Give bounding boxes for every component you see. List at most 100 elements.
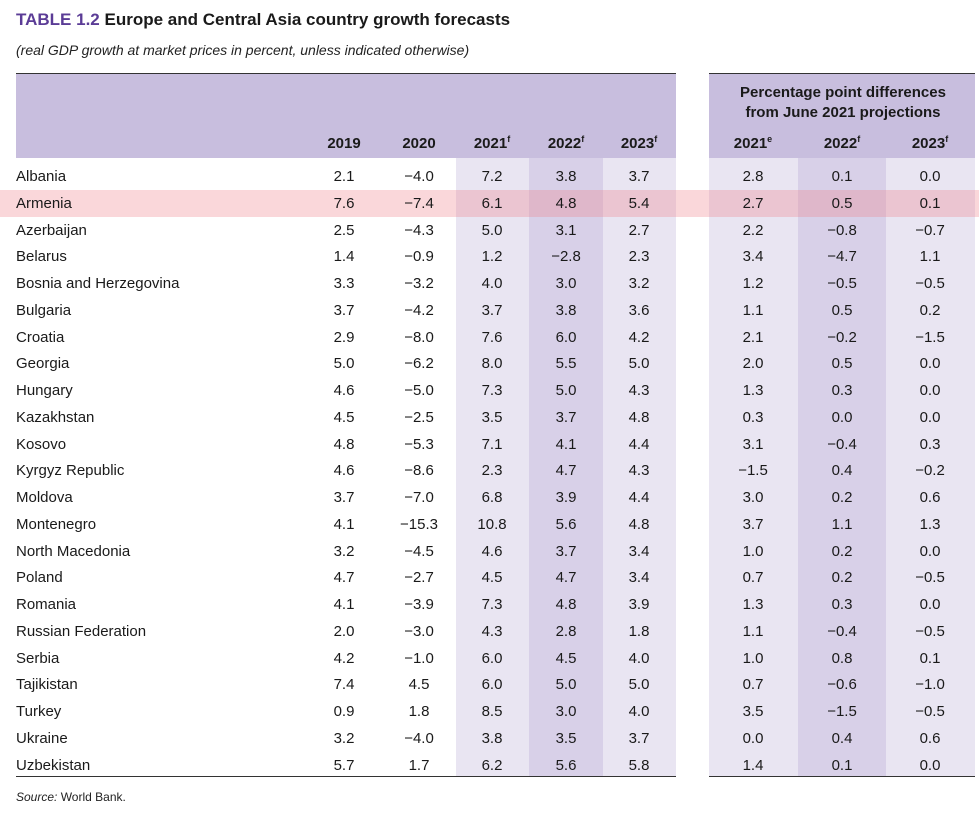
column-header-superscript: f: [507, 134, 511, 144]
header-band-left: [16, 74, 676, 158]
table-cell: 2.0: [742, 355, 764, 373]
column-header-year: 2021: [733, 135, 768, 152]
table-row: Serbia 4.2 −1.0 6.0 4.5 4.0 1.0 0.8 0.1: [0, 644, 979, 671]
column-header: 2022f: [534, 134, 598, 152]
table-row: Albania 2.1 −4.0 7.2 3.8 3.7 2.8 0.1 0.0: [0, 162, 979, 189]
table-cell: −4.2: [404, 301, 434, 319]
table-cell: −4.0: [404, 729, 434, 747]
table-cell: −4.5: [404, 542, 434, 560]
table-cell: −3.9: [404, 596, 434, 613]
table-cell: 3.5: [742, 703, 764, 720]
table-row: Kosovo 4.8 −5.3 7.1 4.1 4.4 3.1 −0.4 0.3: [0, 430, 979, 457]
table-row: Georgia 5.0 −6.2 8.0 5.5 5.0 2.0 0.5 0.0: [0, 349, 979, 376]
table-cell: 4.8: [555, 596, 577, 613]
table-row: Croatia 2.9 −8.0 7.6 6.0 4.2 2.1 −0.2 −1.5: [0, 323, 979, 350]
table-cell: 1.8: [628, 622, 650, 640]
table-cell: 4.4: [628, 435, 650, 453]
column-header-year: 2022: [823, 135, 858, 152]
table-cell: 4.2: [333, 649, 355, 667]
table-cell: 1.4: [333, 248, 355, 266]
column-header-year: 2020: [402, 135, 436, 152]
table-cell: 4.6: [481, 542, 503, 560]
table-cell: −7.4: [404, 194, 434, 212]
table-cell: 3.0: [555, 275, 577, 292]
diff-header-line1: Percentage point differences: [740, 84, 946, 101]
country-name: Bosnia and Herzegovina: [16, 275, 180, 292]
table-cell: −0.9: [404, 248, 434, 266]
table-title-text: Europe and Central Asia country growth f…: [104, 10, 511, 29]
table-cell: 3.2: [628, 275, 650, 292]
table-cell: 0.5: [831, 355, 853, 373]
country-name: Croatia: [16, 328, 65, 346]
table-cell: 3.7: [333, 301, 355, 319]
table-cell: 2.1: [333, 168, 355, 185]
table-cell: 4.0: [481, 275, 503, 292]
table-cell: 3.7: [555, 408, 577, 426]
table-cell: 3.2: [333, 729, 355, 747]
column-header: 2019: [312, 134, 376, 152]
header-band-right: [709, 74, 975, 158]
source-label: Source:: [16, 790, 58, 804]
table-cell: −0.5: [915, 569, 945, 587]
bottom-rule-right: [709, 776, 975, 777]
table-cell: −4.3: [404, 221, 434, 239]
country-name: Moldova: [16, 489, 73, 506]
table-cell: 4.0: [628, 649, 650, 667]
country-name: Bulgaria: [16, 301, 72, 319]
table-cell: 2.3: [628, 248, 650, 266]
table-cell: 3.3: [333, 275, 355, 292]
column-header: 2022f: [810, 134, 874, 152]
table-cell: 0.7: [742, 569, 764, 587]
table-cell: 5.8: [628, 756, 650, 774]
table-cell: 3.4: [628, 569, 650, 587]
table-cell: 3.7: [333, 489, 355, 506]
table-cell: 7.4: [333, 676, 355, 694]
table-cell: −5.0: [404, 382, 434, 399]
table-cell: 6.0: [481, 649, 503, 667]
table-cell: 4.3: [481, 622, 503, 640]
table-cell: 5.4: [628, 194, 650, 212]
table-cell: −0.2: [827, 328, 857, 346]
country-name: Romania: [16, 596, 77, 613]
table-cell: 5.0: [481, 221, 503, 239]
table-cell: 0.6: [919, 489, 941, 506]
table-label: TABLE 1.2: [16, 10, 100, 29]
table-cell: 7.2: [481, 168, 503, 185]
country-name: Serbia: [16, 649, 60, 667]
forecast-2023-column: [603, 158, 676, 776]
table-subtitle: (real GDP growth at market prices in per…: [16, 42, 470, 58]
table-row: Hungary 4.6 −5.0 7.3 5.0 4.3 1.3 0.3 0.0: [0, 376, 979, 403]
table-cell: −2.8: [551, 248, 581, 266]
table-cell: 6.0: [555, 328, 577, 346]
table-row: Turkey 0.9 1.8 8.5 3.0 4.0 3.5 −1.5 −0.5: [0, 697, 979, 724]
table-cell: 1.0: [742, 649, 764, 667]
table-row: Ukraine 3.2 −4.0 3.8 3.5 3.7 0.0 0.4 0.6: [0, 724, 979, 751]
table-cell: 4.5: [555, 649, 577, 667]
table-cell: 2.8: [555, 622, 577, 640]
table-cell: 5.0: [555, 676, 577, 694]
table-cell: 4.8: [555, 194, 577, 212]
bottom-rule-left: [16, 776, 676, 777]
table-row: Romania 4.1 −3.9 7.3 4.8 3.9 1.3 0.3 0.0: [0, 590, 979, 617]
country-name: Hungary: [16, 382, 73, 399]
table-cell: 6.0: [481, 676, 503, 694]
table-cell: 3.1: [742, 435, 764, 453]
table-cell: −0.5: [915, 703, 945, 720]
table-cell: 3.0: [742, 489, 764, 506]
table-row: Armenia 7.6 −7.4 6.1 4.8 5.4 2.7 0.5 0.1: [0, 189, 979, 216]
table-cell: 6.8: [481, 489, 503, 506]
table-cell: 4.2: [628, 328, 650, 346]
table-cell: 5.7: [333, 756, 355, 774]
country-name: Kazakhstan: [16, 408, 95, 426]
table-row: Montenegro 4.1 −15.3 10.8 5.6 4.8 3.7 1.1 1.3: [0, 510, 979, 537]
diff-2021-column: [709, 158, 798, 776]
table-cell: −0.5: [827, 275, 857, 292]
table-cell: 3.5: [481, 408, 503, 426]
table-cell: 0.3: [742, 408, 764, 426]
top-rule-left: [16, 73, 676, 74]
table-cell: 4.7: [555, 462, 577, 480]
table-cell: −4.7: [827, 248, 857, 266]
table-cell: 1.1: [831, 515, 853, 533]
table-cell: 0.6: [919, 729, 941, 747]
diff-header-line2: from June 2021 projections: [745, 104, 941, 121]
